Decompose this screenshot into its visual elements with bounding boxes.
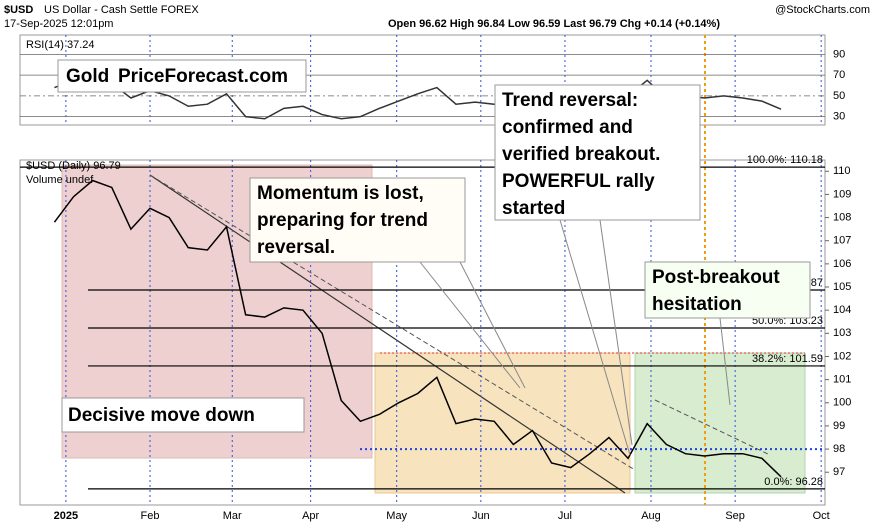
consolidation-region bbox=[374, 352, 631, 494]
trendline bbox=[149, 174, 626, 494]
y-tick-label: 70 bbox=[833, 69, 845, 81]
y-tick-label: 90 bbox=[833, 48, 845, 60]
y-tick-label: 50 bbox=[833, 90, 845, 102]
x-tick-label: Jun bbox=[472, 510, 490, 522]
y-tick-label: 98 bbox=[833, 443, 845, 455]
annotation-text: Decisive move down bbox=[68, 405, 255, 426]
y-tick-label: 102 bbox=[833, 350, 851, 362]
level-label: 0.0%: 96.28 bbox=[764, 476, 823, 488]
annotation-text: POWERFUL rally bbox=[502, 171, 655, 192]
price-line bbox=[53, 179, 782, 478]
x-tick-label: May bbox=[386, 510, 407, 522]
logo-box bbox=[57, 59, 307, 93]
source: @StockCharts.com bbox=[775, 4, 870, 16]
x-tick-label: Sep bbox=[725, 510, 745, 522]
y-tick-label: 105 bbox=[833, 281, 851, 293]
annotation-text: hesitation bbox=[652, 294, 742, 315]
pointer bbox=[599, 219, 633, 446]
pointer bbox=[419, 261, 521, 389]
annotation-text: confirmed and bbox=[502, 117, 633, 138]
trendline-dashed bbox=[654, 399, 771, 456]
x-tick-label: Aug bbox=[641, 510, 661, 522]
annotation-box bbox=[61, 397, 305, 433]
annotation-text: preparing for trend bbox=[257, 210, 428, 231]
symbol: $USD bbox=[4, 4, 33, 16]
x-tick-label: Oct bbox=[813, 510, 830, 522]
subtitle: US Dollar - Cash Settle FOREX bbox=[44, 4, 199, 16]
annotation-text: reversal. bbox=[257, 237, 335, 258]
annotation-box bbox=[249, 177, 466, 263]
date: 17-Sep-2025 12:01pm bbox=[4, 18, 113, 30]
annotation-text: Trend reversal: bbox=[502, 90, 638, 111]
annotation-text: Post-breakout bbox=[652, 267, 780, 288]
annotation-text: Momentum is lost, bbox=[257, 183, 424, 204]
trendline-dashed bbox=[149, 174, 636, 471]
annotation-text: started bbox=[502, 198, 565, 219]
y-tick-label: 97 bbox=[833, 466, 845, 478]
annotation-box bbox=[644, 261, 811, 319]
logo-gold: Gold bbox=[66, 66, 109, 87]
volume-label: Volume undef bbox=[26, 174, 94, 186]
y-tick-label: 106 bbox=[833, 258, 851, 270]
pointer bbox=[459, 261, 526, 389]
y-tick-label: 107 bbox=[833, 235, 851, 247]
x-tick-label: Mar bbox=[223, 510, 242, 522]
x-tick-label: Jul bbox=[558, 510, 572, 522]
rsi-label: RSI(14) 37.24 bbox=[26, 39, 94, 51]
y-tick-label: 30 bbox=[833, 111, 845, 123]
price-label: $USD (Daily) 96.79 bbox=[26, 160, 121, 172]
annotation-text: verified breakout. bbox=[502, 144, 660, 165]
y-tick-label: 110 bbox=[833, 165, 851, 177]
y-tick-label: 100 bbox=[833, 397, 851, 409]
y-tick-label: 104 bbox=[833, 304, 851, 316]
annotation-box bbox=[494, 84, 701, 221]
y-tick-label: 109 bbox=[833, 188, 851, 200]
y-tick-label: 99 bbox=[833, 420, 845, 432]
logo-site: PriceForecast.com bbox=[118, 66, 288, 87]
pointer bbox=[719, 317, 731, 406]
quote: Open 96.62 High 96.84 Low 96.59 Last 96.… bbox=[388, 18, 720, 30]
level-label: 38.2%: 101.59 bbox=[752, 353, 823, 365]
x-tick-label: 2025 bbox=[54, 510, 78, 522]
level-label: 100.0%: 110.18 bbox=[747, 154, 823, 166]
y-tick-label: 108 bbox=[833, 211, 851, 223]
breakout-region bbox=[634, 352, 806, 494]
x-tick-label: Apr bbox=[302, 510, 319, 522]
y-tick-label: 101 bbox=[833, 374, 851, 386]
x-tick-label: Feb bbox=[141, 510, 160, 522]
y-tick-label: 103 bbox=[833, 327, 851, 339]
pointer bbox=[559, 219, 631, 456]
